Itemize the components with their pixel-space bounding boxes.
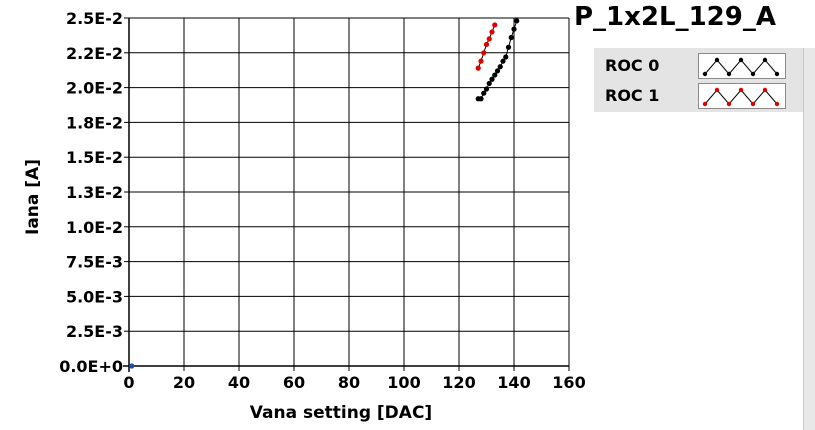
zigzag-swatch-icon	[702, 57, 780, 77]
x-axis-title: Vana setting [DAC]	[250, 403, 432, 423]
data-point	[492, 72, 498, 78]
data-point	[489, 76, 495, 82]
data-point	[486, 80, 492, 87]
legend: ROC 0 ROC 1	[594, 48, 803, 112]
data-point	[500, 58, 506, 64]
data-point	[503, 54, 509, 60]
x-tick-label: 140	[497, 373, 530, 392]
legend-label: ROC 1	[605, 86, 660, 105]
y-tick-label: 7.5E-3	[66, 253, 123, 272]
series-0	[475, 18, 520, 102]
data-point	[129, 363, 135, 369]
data-point	[497, 64, 503, 70]
data-point	[492, 22, 498, 28]
x-tick-label: 0	[123, 373, 134, 392]
data-point	[481, 90, 487, 96]
panel-scrollbar[interactable]	[803, 48, 815, 430]
x-tick-label: 40	[228, 373, 250, 392]
y-tick-label: 2.2E-2	[66, 44, 123, 63]
chart-title: P_1x2L_129_A	[574, 2, 776, 32]
legend-item-roc-1[interactable]: ROC 1	[594, 82, 803, 110]
swatch-marker	[714, 87, 720, 93]
data-point	[483, 41, 490, 48]
y-tick-label: 5.0E-3	[66, 287, 123, 306]
data-point	[505, 44, 512, 50]
data-point	[478, 58, 484, 64]
legend-swatch-roc-1	[698, 83, 786, 109]
zigzag-swatch-icon	[702, 87, 780, 107]
data-point	[486, 36, 492, 42]
data-point	[514, 18, 520, 24]
swatch-marker	[702, 101, 708, 107]
y-tick-label: 1.8E-2	[66, 113, 123, 132]
swatch-marker	[762, 87, 768, 93]
y-tick-label: 1.5E-2	[66, 148, 123, 167]
data-point	[475, 65, 481, 71]
y-tick-label: 2.5E-2	[66, 9, 123, 28]
series-2	[129, 363, 135, 369]
swatch-marker	[714, 57, 720, 63]
data-point	[481, 50, 487, 56]
series-1	[475, 22, 498, 71]
swatch-marker	[702, 71, 708, 77]
swatch-marker	[750, 71, 756, 77]
data-point	[483, 86, 490, 92]
x-tick-label: 160	[552, 373, 585, 392]
swatch-marker	[774, 71, 780, 77]
swatch-marker	[774, 101, 780, 107]
data-point	[508, 34, 514, 41]
x-tick-label: 60	[283, 373, 305, 392]
swatch-marker	[762, 57, 768, 63]
x-tick-label: 20	[173, 373, 195, 392]
y-axis-title: Iana [A]	[23, 159, 43, 235]
data-point	[494, 68, 501, 74]
swatch-marker	[726, 101, 732, 107]
swatch-marker	[750, 101, 756, 107]
data-point	[478, 96, 484, 102]
data-point	[511, 26, 517, 32]
y-tick-label: 2.0E-2	[66, 79, 123, 98]
legend-swatch-roc-0	[698, 53, 786, 79]
x-tick-label: 100	[387, 373, 420, 392]
swatch-marker	[738, 87, 744, 93]
x-tick-label: 120	[442, 373, 475, 392]
data-point	[489, 29, 495, 35]
y-tick-label: 0.0E+0	[59, 357, 123, 376]
swatch-marker	[726, 71, 732, 77]
swatch-marker	[738, 57, 744, 63]
y-tick-label: 2.5E-3	[66, 322, 123, 341]
y-tick-label: 1.3E-2	[66, 183, 123, 202]
legend-label: ROC 0	[605, 56, 660, 75]
x-tick-label: 80	[338, 373, 360, 392]
y-tick-label: 1.0E-2	[66, 218, 123, 237]
legend-item-roc-0[interactable]: ROC 0	[594, 52, 803, 80]
